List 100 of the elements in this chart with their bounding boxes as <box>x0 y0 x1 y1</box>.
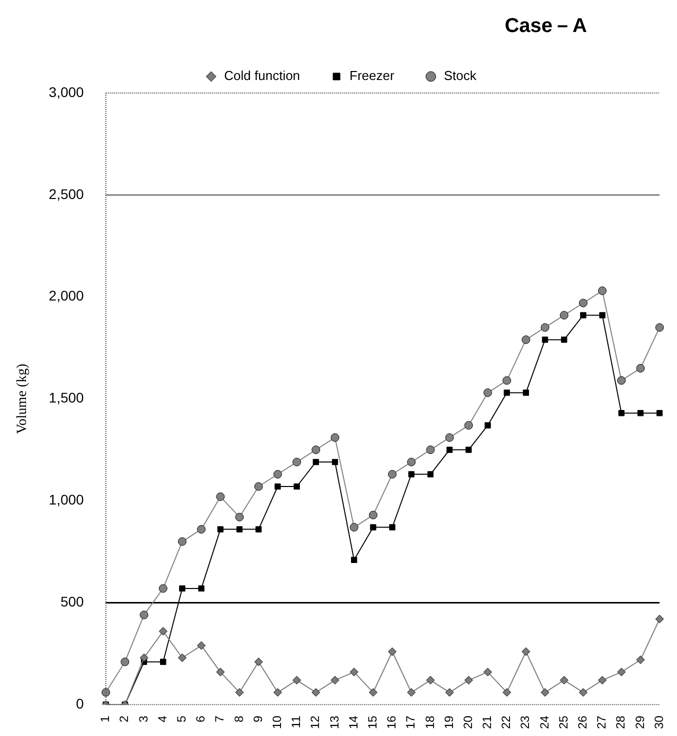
point <box>350 523 358 532</box>
x-tick-label: 1 <box>98 715 112 722</box>
point <box>330 433 340 442</box>
point <box>273 688 282 697</box>
x-tick-label: 8 <box>232 715 246 722</box>
point <box>655 323 664 332</box>
point <box>522 390 530 396</box>
point <box>427 471 434 478</box>
x-tick-label: 25 <box>556 715 570 730</box>
point <box>140 610 148 620</box>
point <box>216 668 225 676</box>
point <box>445 433 454 442</box>
point <box>312 446 320 454</box>
point <box>578 688 588 697</box>
point <box>426 446 435 454</box>
x-tick-label: 16 <box>384 715 399 730</box>
point <box>158 627 168 636</box>
point <box>580 312 586 318</box>
point <box>120 658 130 666</box>
x-tick-label: 19 <box>442 715 456 730</box>
point <box>140 654 148 662</box>
y-tick-label: 500 <box>60 594 84 610</box>
point <box>178 537 186 546</box>
x-tick-label: 30 <box>652 715 666 730</box>
point <box>598 286 607 296</box>
x-tick-label: 5 <box>174 715 189 722</box>
point <box>179 585 186 592</box>
x-tick-label: 2 <box>117 715 132 722</box>
point <box>389 524 396 530</box>
point <box>350 668 358 676</box>
point <box>102 688 110 697</box>
point <box>368 688 378 697</box>
point <box>370 524 376 530</box>
point <box>484 422 491 428</box>
legend-label: Cold function <box>224 68 300 84</box>
point <box>158 584 168 593</box>
y-tick-label: 1,500 <box>48 390 84 406</box>
point <box>273 470 282 479</box>
legend-label: Stock <box>444 68 477 84</box>
point <box>236 526 243 532</box>
point <box>655 614 664 624</box>
point <box>407 458 416 466</box>
point <box>235 688 244 697</box>
x-tick-label: 7 <box>212 715 227 722</box>
point <box>464 676 473 684</box>
point <box>197 641 206 650</box>
point <box>294 483 300 490</box>
point <box>178 654 186 662</box>
point <box>426 676 435 684</box>
point <box>483 388 492 397</box>
point <box>350 556 358 563</box>
x-tick-label: 26 <box>576 715 590 730</box>
point <box>540 323 550 332</box>
point <box>254 482 263 491</box>
x-tick-label: 22 <box>499 715 514 730</box>
point <box>198 585 204 592</box>
point <box>542 336 548 343</box>
x-tick-label: 10 <box>270 715 284 730</box>
point <box>522 335 530 344</box>
point <box>522 647 530 656</box>
point <box>483 668 492 676</box>
x-tick-label: 13 <box>327 715 342 730</box>
point <box>561 336 568 343</box>
x-tick-label: 21 <box>480 715 494 730</box>
y-axis-title: Volume (kg) <box>15 363 30 434</box>
point <box>408 471 414 478</box>
point <box>560 676 568 684</box>
x-tick-label: 24 <box>537 715 552 730</box>
x-tick-label: 9 <box>250 715 265 722</box>
y-tick-label: 2,500 <box>48 186 84 202</box>
x-tick-label: 18 <box>422 715 437 730</box>
x-tick-label: 11 <box>289 715 304 728</box>
x-tick-label: 3 <box>136 715 150 722</box>
y-tick-label: 1,000 <box>48 492 84 508</box>
y-tick-label: 2,000 <box>48 288 84 304</box>
point <box>598 676 607 684</box>
point <box>292 676 302 684</box>
x-tick-label: 6 <box>194 715 208 722</box>
point <box>636 364 645 372</box>
legend-label: Freezer <box>350 68 395 84</box>
point <box>312 688 320 697</box>
point <box>217 526 224 532</box>
point <box>466 446 472 453</box>
point <box>578 298 588 308</box>
point <box>560 310 568 320</box>
x-tick-label: 14 <box>346 715 360 730</box>
point <box>274 483 281 490</box>
point <box>599 312 606 318</box>
point <box>216 492 225 501</box>
x-tick-label: 4 <box>155 715 170 722</box>
point <box>160 658 166 665</box>
point <box>197 525 206 534</box>
x-tick-label: 17 <box>404 715 418 730</box>
point <box>445 688 454 697</box>
point <box>637 410 644 416</box>
point <box>636 656 645 664</box>
y-tick-label: 0 <box>76 696 84 712</box>
point <box>407 688 416 697</box>
point <box>332 458 338 466</box>
chart-title: Case－A <box>504 14 587 39</box>
